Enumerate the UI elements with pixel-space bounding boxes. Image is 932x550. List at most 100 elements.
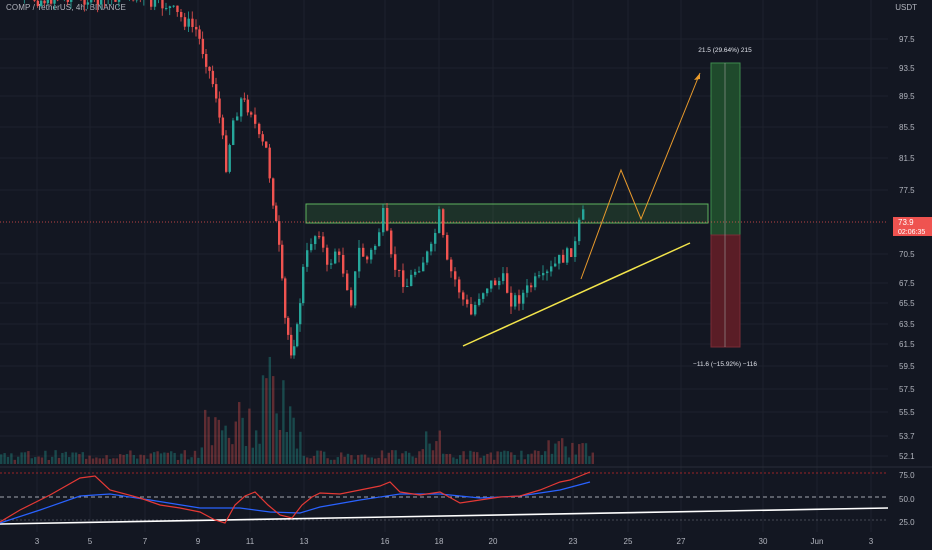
time-tick: 3 — [869, 537, 874, 546]
volume-bar — [445, 453, 448, 464]
candle-body — [114, 0, 117, 2]
volume-bar — [442, 453, 445, 464]
volume-bar — [510, 452, 513, 464]
volume-bar — [85, 458, 88, 464]
volume-bar — [255, 430, 258, 464]
volume-bar — [132, 454, 135, 464]
time-axis[interactable]: 3 5 7 9 11 13 16 18 20 23 25 27 30 Jun 3 — [35, 537, 874, 546]
candle-body — [382, 208, 385, 233]
candle-body — [153, 0, 157, 7]
candle-body — [358, 247, 361, 272]
stop-label: −11.6 (−15.92%) −116 — [693, 361, 757, 368]
volume-bar — [346, 453, 350, 464]
profit-zone[interactable] — [710, 62, 741, 236]
price-tick: 61.5 — [899, 340, 915, 349]
price-tick: 67.5 — [899, 279, 915, 288]
candle-body — [314, 236, 317, 245]
rsi-trendline[interactable] — [0, 507, 889, 525]
candle-body — [180, 12, 183, 18]
volume-bar — [408, 452, 411, 464]
candle-body — [275, 205, 278, 222]
volume-bar — [333, 459, 336, 464]
candle-body — [582, 209, 585, 220]
candle-body — [470, 304, 473, 315]
candle-body — [150, 0, 153, 7]
projection-path[interactable] — [580, 72, 701, 280]
candle-body — [534, 276, 537, 288]
volume-bar — [272, 376, 275, 464]
candle-body — [506, 273, 509, 293]
candle-body — [458, 279, 461, 293]
volume-bar — [17, 456, 20, 464]
time-tick: 11 — [246, 537, 255, 546]
volume-bar — [30, 458, 33, 464]
time-tick: 9 — [196, 537, 201, 546]
volume-bar — [207, 416, 210, 464]
volume-bar — [54, 450, 57, 464]
candle-body — [478, 298, 481, 305]
price-tick: 89.5 — [899, 92, 915, 101]
volume-bar — [27, 451, 30, 464]
candle-body — [168, 6, 172, 9]
volume-bar — [302, 455, 305, 464]
volume-bar — [476, 452, 479, 464]
candle-body — [466, 299, 469, 305]
candle-body — [518, 295, 521, 304]
volume-bar — [312, 455, 316, 464]
resistance-zone[interactable] — [305, 203, 709, 224]
volume-bar — [448, 453, 452, 464]
price-tick: 59.5 — [899, 362, 915, 371]
candle-body — [221, 117, 225, 136]
candle-body — [374, 245, 377, 250]
candle-body — [46, 0, 50, 4]
volume-bar — [357, 455, 360, 464]
volume-bar — [119, 454, 122, 464]
symbol-title: COMP / TetherUS, 4h, BINANCE — [6, 3, 126, 12]
loss-zone[interactable] — [710, 234, 741, 348]
support-trendline[interactable] — [462, 242, 691, 347]
volume-bar — [530, 453, 533, 464]
price-axis[interactable]: 97.5 93.5 89.5 85.5 81.5 77.5 70.5 67.5 65.5 63.5… — [899, 35, 915, 461]
volume-bar — [462, 451, 465, 464]
volume-bar — [397, 458, 401, 464]
candle-body — [191, 18, 194, 27]
candle-body — [172, 5, 175, 7]
currency-label: USDT — [895, 3, 917, 12]
volume-bar — [557, 441, 560, 464]
volume-bar — [153, 452, 156, 464]
volume-bar — [176, 459, 180, 464]
volume-bar — [224, 425, 227, 464]
time-tick: 23 — [569, 537, 578, 546]
candle-body — [542, 273, 545, 276]
volume-bar — [482, 455, 486, 464]
volume-bar — [74, 452, 78, 464]
indicator-axis[interactable]: 75.0 50.0 25.0 — [899, 471, 915, 527]
volume-bar — [129, 450, 132, 464]
volume-bar — [166, 452, 169, 464]
volume-bar — [34, 457, 37, 464]
candle-body — [302, 266, 305, 304]
candle-body — [287, 317, 290, 335]
long-position-tool[interactable]: 21.5 (29.64%) 215 −11.6 (−15.92%) −116 — [693, 47, 757, 368]
candle-body — [394, 254, 397, 270]
volume-bar — [360, 454, 363, 464]
candle-body — [261, 134, 264, 142]
volume-bar — [57, 457, 61, 464]
candle-body — [526, 285, 529, 293]
candle-body — [86, 2, 90, 5]
volume-bar — [540, 454, 543, 464]
volume-bar — [71, 452, 74, 464]
candle-body — [450, 259, 453, 272]
volume-bar — [180, 453, 183, 464]
volume-bar — [115, 458, 118, 464]
volume-bar — [527, 454, 530, 464]
volume-bar — [40, 457, 44, 464]
volume-bar — [275, 413, 278, 464]
volume-bar — [10, 453, 13, 464]
volume-bar — [210, 445, 214, 464]
volume-bar — [13, 459, 16, 464]
candle-body — [338, 251, 341, 255]
volume-bar — [142, 455, 146, 464]
volume-bar — [554, 443, 557, 464]
